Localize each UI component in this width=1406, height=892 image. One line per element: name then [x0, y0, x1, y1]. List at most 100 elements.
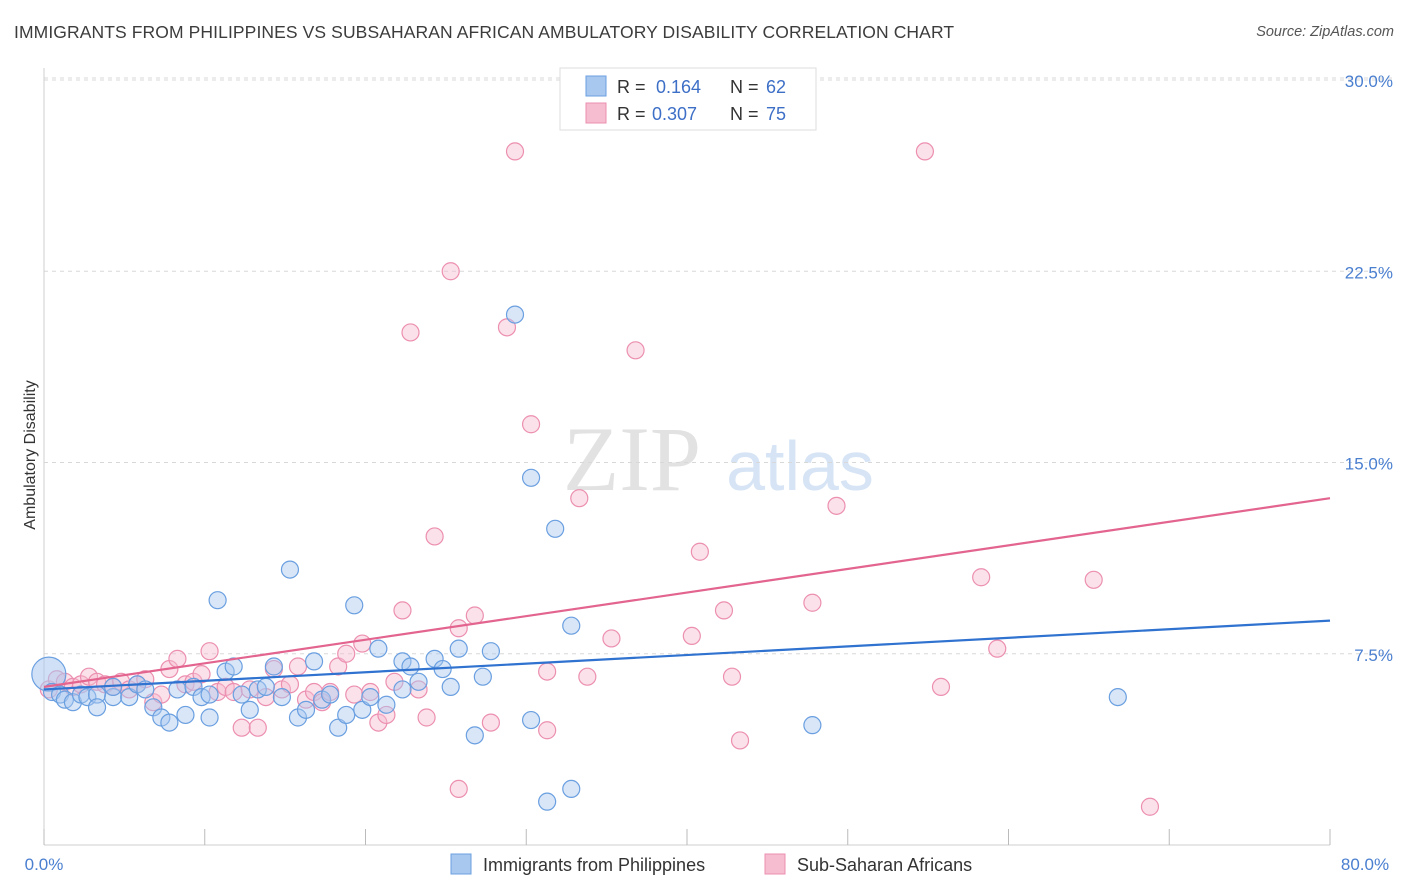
sub-saharan-point	[538, 721, 557, 740]
sub-saharan-point	[417, 708, 436, 727]
legend-r-value-blue: 0.164	[656, 77, 701, 97]
sub-saharan-point	[972, 568, 991, 587]
y-tick-label: 22.5%	[1345, 263, 1393, 282]
legend-n-label-pink: N =	[730, 104, 759, 124]
sub-saharan-point	[248, 718, 267, 737]
sub-saharan-point	[682, 626, 701, 646]
philippines-point	[200, 708, 219, 727]
y-tick-label: 7.5%	[1354, 646, 1393, 665]
sub-saharan-point	[361, 682, 380, 702]
sub-saharan-point	[722, 667, 742, 686]
grid-layer	[44, 77, 1392, 655]
sub-saharan-point	[803, 593, 822, 612]
legend-r-label-pink: R =	[617, 104, 646, 124]
philippines-point	[361, 687, 380, 707]
sub-saharan-point	[345, 685, 364, 704]
bottom-legend-swatch-pink	[764, 853, 786, 875]
sub-saharan-point	[602, 629, 621, 648]
watermark-atlas: atlas	[726, 427, 874, 505]
x-tick-label-max: 80.0%	[1341, 855, 1389, 874]
philippines-point	[272, 687, 292, 707]
philippines-point	[337, 705, 356, 725]
sub-saharan-point	[690, 542, 709, 561]
philippines-point	[1108, 687, 1127, 707]
bottom-legend-label-blue: Immigrants from Philippines	[483, 855, 705, 875]
sub-saharan-point	[337, 644, 356, 663]
chart-title: IMMIGRANTS FROM PHILIPPINES VS SUBSAHARA…	[14, 22, 955, 42]
philippines-point	[521, 710, 541, 730]
philippines-point	[562, 616, 581, 635]
legend-n-value-blue: 62	[766, 77, 786, 97]
philippines-point	[256, 677, 275, 697]
philippines-point	[280, 560, 300, 579]
sub-saharan-point	[232, 718, 251, 737]
philippines-point	[304, 652, 324, 671]
sub-saharan-point	[409, 680, 428, 699]
philippines-point	[401, 657, 420, 676]
sub-saharan-point	[915, 142, 935, 161]
sub-saharan-point	[1084, 570, 1103, 589]
sub-saharan-point	[441, 262, 460, 281]
series-sub-saharan-points	[39, 142, 1160, 816]
sub-saharan-point	[521, 415, 541, 434]
sub-saharan-point	[578, 667, 597, 686]
sub-saharan-point	[449, 619, 468, 638]
x-tick-label-min: 0.0%	[25, 855, 64, 874]
sub-saharan-point	[353, 634, 372, 653]
philippines-point	[505, 305, 525, 324]
philippines-point	[264, 657, 283, 676]
sub-saharan-point	[168, 649, 187, 668]
philippines-point	[546, 519, 565, 538]
philippines-point	[31, 656, 67, 692]
philippines-point	[393, 680, 412, 699]
sub-saharan-point	[570, 489, 589, 508]
sub-saharan-point	[481, 713, 500, 732]
philippines-point	[240, 700, 259, 719]
sub-saharan-point	[377, 705, 396, 725]
legend-n-value-pink: 75	[766, 104, 786, 124]
sub-saharan-point	[714, 601, 734, 620]
sub-saharan-point	[449, 779, 468, 799]
philippines-point	[345, 596, 364, 615]
philippines-point	[521, 468, 541, 487]
philippines-point	[538, 792, 557, 811]
philippines-point	[377, 695, 396, 714]
philippines-point	[208, 591, 227, 610]
sub-saharan-point	[626, 341, 645, 360]
legend: R = 0.164 N = 62 R = 0.307 N = 75	[559, 67, 817, 131]
philippines-point	[176, 705, 195, 725]
philippines-point	[409, 672, 428, 691]
philippines-point	[200, 685, 219, 704]
philippines-point	[296, 700, 316, 719]
philippines-point	[369, 639, 388, 658]
legend-r-value-pink: 0.307	[652, 104, 697, 124]
sub-saharan-point	[465, 606, 484, 625]
philippines-point	[803, 716, 822, 735]
y-axis-label: Ambulatory Disability	[22, 380, 39, 529]
philippines-point	[441, 677, 460, 697]
philippines-trend-line	[43, 619, 1331, 691]
philippines-point	[160, 713, 179, 732]
bottom-legend-label-pink: Sub-Saharan Africans	[797, 855, 972, 875]
philippines-point	[449, 639, 468, 658]
legend-swatch-blue	[585, 75, 607, 97]
sub-saharan-point	[393, 601, 412, 620]
legend-swatch-pink	[585, 102, 607, 124]
sub-saharan-point	[288, 657, 308, 676]
sub-saharan-point	[827, 496, 846, 515]
philippines-point	[473, 667, 492, 686]
philippines-point	[87, 698, 107, 717]
series-philippines-points	[31, 305, 1127, 811]
trend-layer	[43, 497, 1331, 691]
philippines-point	[104, 687, 123, 707]
bottom-legend: Immigrants from Philippines Sub-Saharan …	[450, 853, 972, 875]
sub-saharan-point	[200, 642, 219, 661]
sub-saharan-point	[988, 639, 1007, 658]
legend-r-label-blue: R =	[617, 77, 646, 97]
philippines-point	[232, 685, 251, 704]
sub-saharan-trend-line	[43, 497, 1331, 688]
sub-saharan-point	[538, 662, 557, 681]
source-label: Source: ZipAtlas.com	[1256, 24, 1394, 40]
philippines-point	[465, 726, 484, 745]
